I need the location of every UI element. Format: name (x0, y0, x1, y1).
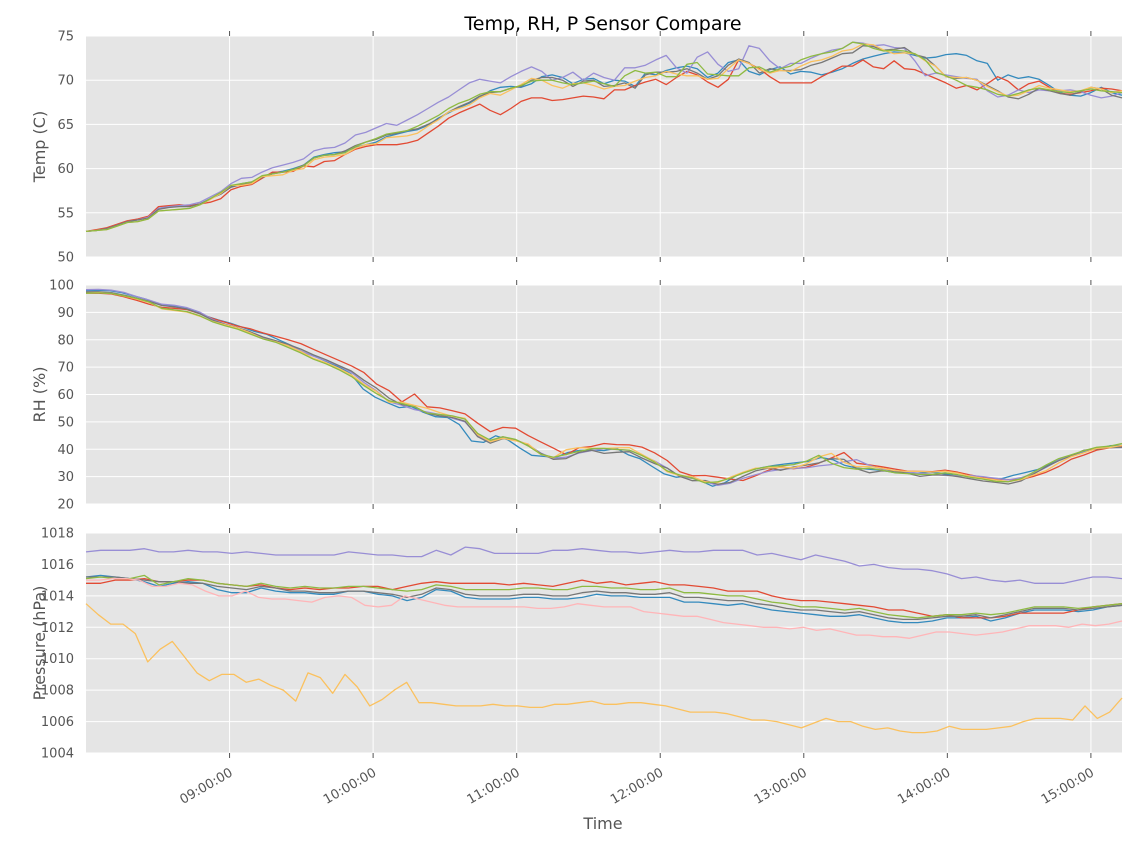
series-line-1 (85, 289, 1123, 487)
series-line-6 (85, 574, 1123, 619)
y-tick-label: 1004 (41, 747, 74, 762)
x-tick-label: 13:00:00 (752, 765, 810, 807)
y-tick-label: 50 (57, 415, 74, 430)
panel-2: 20 30 40 50 60 70 80 90 100 RH (%) (30, 279, 1123, 513)
series-line-2 (86, 292, 1123, 482)
series-line-5 (85, 603, 1123, 734)
y-tick-label: 55 (57, 206, 74, 221)
y-tick-label: 1018 (41, 527, 74, 542)
x-axis-label: Time (582, 814, 622, 833)
panel-1: 50 55 60 65 70 75 Temp (C) (30, 30, 1123, 266)
y-tick-label: 40 (57, 443, 74, 458)
y-tick-label: 70 (57, 74, 74, 89)
y-tick-label: 1012 (41, 621, 74, 636)
y-tick-label: 30 (57, 470, 74, 485)
chart-panels: 50 55 60 65 70 75 Temp (C) 20 30 40 50 60 70 80 90 100 R… (30, 30, 1123, 808)
panel-3: 1004 1006 1008 1010 1012 1014 1016 1018 Pressure… (30, 527, 1123, 762)
y-tick-label: 100 (49, 279, 74, 294)
x-tick-label: 10:00:00 (321, 765, 379, 807)
y-tick-label: 1008 (41, 684, 74, 699)
series-line-6 (85, 292, 1123, 484)
chart-title: Temp, RH, P Sensor Compare (463, 13, 741, 35)
y-tick-label: 1010 (41, 652, 74, 667)
x-tick-label: 12:00:00 (608, 765, 666, 807)
series-line-4 (86, 576, 1123, 621)
y-tick-label: 50 (57, 251, 74, 266)
x-tick-label: 11:00:00 (465, 765, 523, 807)
series-line-3 (85, 41, 1123, 233)
x-tick-label: 09:00:00 (177, 765, 235, 807)
y-axis-label: RH (%) (30, 367, 49, 423)
y-tick-label: 65 (57, 118, 74, 133)
series-line-1 (85, 574, 1123, 624)
plot-background (86, 533, 1122, 753)
y-tick-label: 1016 (41, 558, 74, 573)
y-tick-label: 70 (57, 361, 74, 376)
x-tick-label: 15:00:00 (1039, 765, 1097, 807)
y-tick-label: 60 (57, 388, 74, 403)
y-tick-label: 1006 (41, 715, 74, 730)
y-tick-label: 20 (57, 498, 74, 513)
series-line-7 (86, 577, 1123, 639)
y-tick-label: 60 (57, 162, 74, 177)
y-tick-label: 1014 (41, 589, 74, 604)
plot-background (86, 36, 1122, 257)
y-axis-label: Temp (C) (30, 111, 49, 183)
series-line-6 (85, 41, 1123, 233)
x-tick-label: 14:00:00 (895, 765, 953, 807)
series-line-4 (86, 291, 1123, 485)
series-line-3 (85, 546, 1123, 584)
y-tick-label: 75 (57, 30, 74, 45)
y-axis-label: Pressure (hPa) (30, 586, 49, 701)
series-line-2 (85, 59, 1123, 233)
y-tick-label: 90 (57, 306, 74, 321)
y-tick-label: 80 (57, 333, 74, 348)
